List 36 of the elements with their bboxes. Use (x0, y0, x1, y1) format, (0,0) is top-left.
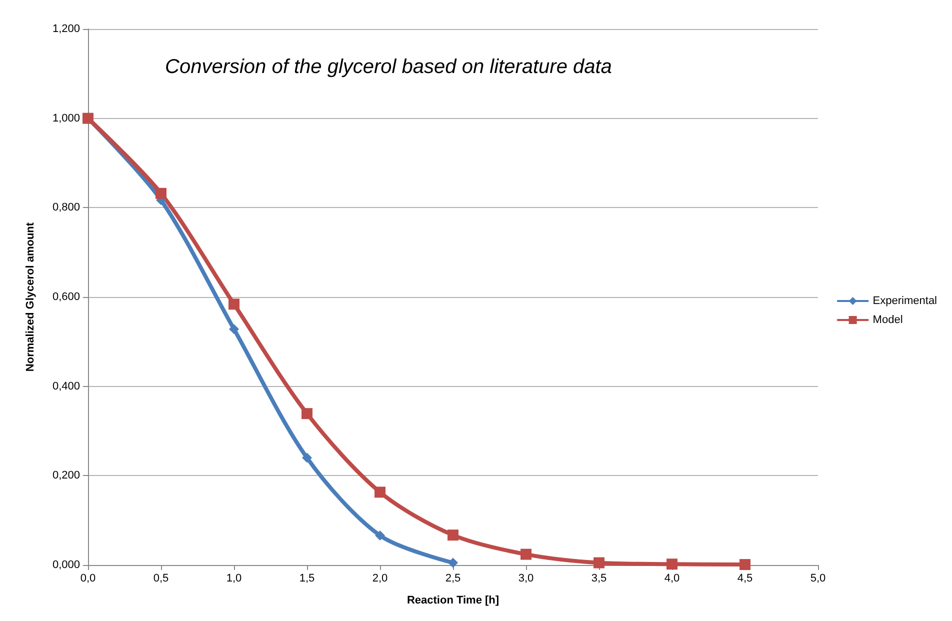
point (374, 486, 386, 498)
point (156, 188, 166, 199)
point (448, 530, 458, 541)
x-tick-label: 3,0 (518, 572, 534, 584)
x-axis-title: Reaction Time [h] (406, 594, 500, 606)
y-tick-label: 1,200 (52, 23, 80, 35)
point (375, 530, 385, 541)
text: Conversion of the glycerol based on literature data (165, 56, 612, 78)
point (229, 324, 239, 334)
point (740, 559, 750, 570)
x-tick-label: 0,0 (80, 572, 96, 584)
x-tick-label: 4,0 (664, 572, 680, 584)
point (302, 408, 312, 420)
point (594, 557, 604, 568)
point (666, 558, 678, 570)
x-tick-label: 3,5 (591, 572, 607, 584)
x-tick-label: 2,5 (445, 572, 461, 584)
point (520, 548, 532, 560)
point (228, 298, 240, 310)
legend-label: Model (872, 314, 903, 326)
x-tick-label: 1,0 (226, 572, 242, 584)
point (302, 452, 312, 463)
y-tick-label: 0,000 (52, 559, 80, 571)
y-axis-title: Normalized Glycerol amount (24, 222, 36, 372)
point (448, 558, 458, 568)
legend-label: Experimental (872, 295, 938, 307)
x-tick-label: 0,5 (153, 572, 169, 584)
y-tick-label: 0,600 (52, 291, 80, 303)
x-tick-label: 5,0 (810, 572, 826, 584)
y-tick-label: 0,800 (52, 202, 80, 214)
x-tick-label: 2,0 (372, 572, 388, 584)
y-tick-label: 0,200 (52, 470, 80, 482)
y-tick-label: 1,000 (52, 112, 80, 124)
x-tick-label: 1,5 (299, 572, 315, 584)
y-tick-label: 0,400 (52, 380, 80, 392)
x-tick-label: 4,5 (737, 572, 753, 584)
